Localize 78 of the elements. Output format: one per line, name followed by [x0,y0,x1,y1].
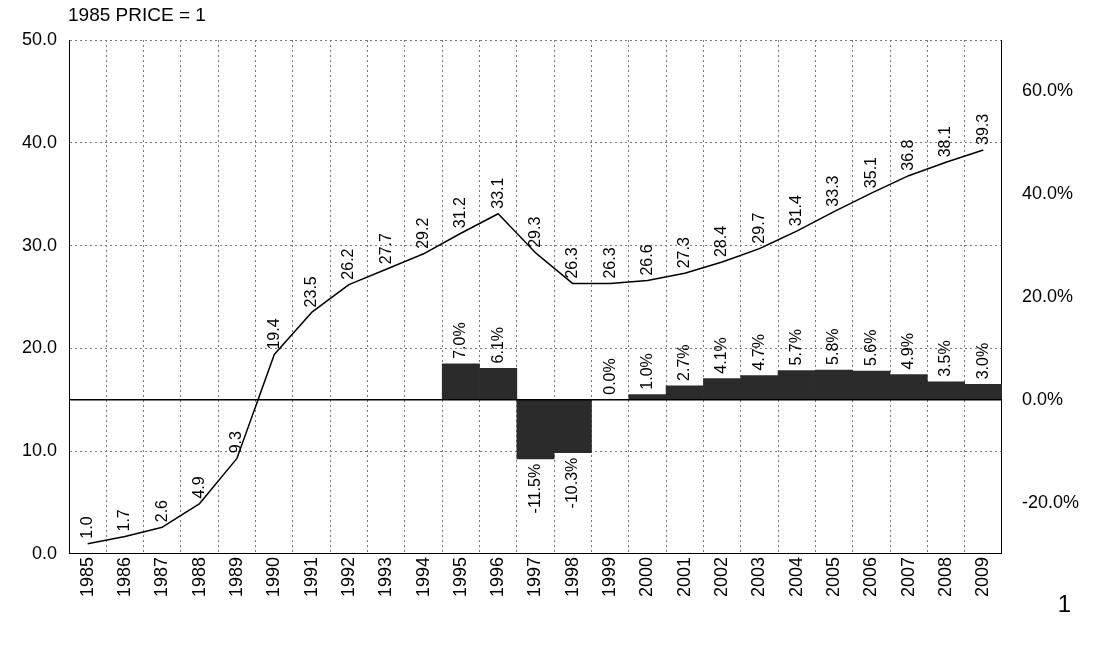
data-label: 26.3 [563,247,581,279]
x-tick-label: 1994 [412,556,433,597]
y-axis-title: 1985 PRICE = 1 [68,4,206,26]
x-tick-label: 2007 [897,556,918,597]
data-label: 29.3 [525,216,543,248]
data-label: 4.9% [899,333,917,370]
data-label: 5.8% [824,328,842,365]
y-tick-label: 30.0 [21,234,58,255]
x-tick-label: 1996 [487,556,508,597]
data-label: 1.0% [637,353,655,390]
y2-tick-label: 60.0% [1021,80,1074,101]
data-label: 27.7 [376,232,394,265]
data-label: 6.1% [488,326,506,364]
x-tick-label: 2004 [785,556,806,597]
y2-tick-label: 40.0% [1021,183,1074,204]
data-label: 27.3 [675,237,693,269]
x-tick-label: 2005 [823,556,844,597]
x-tick-label: 1995 [449,556,470,597]
x-tick-label: 2006 [860,556,881,597]
x-tick-label: 1988 [188,556,209,597]
data-label: 4.7% [749,334,767,371]
y-tick-label: 50.0 [21,28,58,49]
data-label: 1.7 [115,509,133,532]
x-tick-label: 1991 [300,556,321,597]
y-tick-label: 10.0 [21,440,58,461]
x-tick-label: 1989 [225,556,246,597]
data-label: 33.1 [488,177,506,209]
y-tick-label: 40.0 [21,131,58,152]
x-tick-label: 1999 [599,556,620,597]
data-label: 2.6 [152,499,170,523]
data-label: 38.1 [936,126,954,158]
data-label: 7.0% [451,322,469,359]
data-label: 4.9 [190,476,208,499]
data-label: 5.7% [787,329,805,366]
x-tick-label: 1993 [375,556,396,597]
x-tick-label: 1992 [337,556,358,597]
data-label: 26.2 [339,248,357,280]
data-label: 36.8 [899,139,917,171]
data-label: 3.0% [973,342,991,380]
data-label: 0.0% [600,358,618,395]
x-tick-label: 1997 [524,556,545,597]
data-label: 1.0 [78,516,96,539]
data-label: 3.5% [936,340,954,377]
y-tick-label: 20.0 [21,337,58,358]
x-tick-label: 2002 [711,556,732,597]
data-label: 26.6 [637,244,655,276]
x-tick-label: 2009 [972,556,993,597]
data-label: -10.3% [563,457,581,509]
y2-tick-label: 0.0% [1021,388,1063,409]
data-label: 28.4 [712,225,730,258]
data-label: 29.7 [749,212,767,244]
x-tick-label: 1985 [76,556,97,597]
data-label: 35.1 [861,156,879,189]
data-label: 31.2 [451,197,469,229]
x-tick-label: 2008 [934,556,955,597]
data-label: 5.6% [861,329,879,366]
x-tick-label: 2001 [673,556,694,597]
y2-tick-label: 20.0% [1021,285,1074,306]
x-tick-label: 2000 [636,556,657,597]
x-tick-label: 2003 [748,556,769,597]
x-tick-label: 1998 [561,556,582,597]
data-label: 23.5 [302,276,319,308]
data-label: 2.7% [675,344,693,381]
data-label: 33.3 [824,175,842,207]
data-label: 4.1% [712,337,730,374]
data-label: 31.4 [787,194,805,227]
x-tick-label: 1986 [113,556,134,597]
data-label: 39.3 [973,113,991,145]
data-label: 9.3 [227,431,245,454]
text: 1 [1057,590,1071,618]
x-tick-label: 1990 [263,556,284,597]
y2-tick-label: -20.0% [1021,491,1080,512]
data-label: 26.3 [600,247,618,279]
y-tick-label: 0.0 [32,542,58,563]
x-tick-label: 1987 [151,556,172,597]
data-label: -11.5% [525,463,543,514]
data-label: 29.2 [413,217,431,249]
data-label: 19.4 [264,318,282,350]
